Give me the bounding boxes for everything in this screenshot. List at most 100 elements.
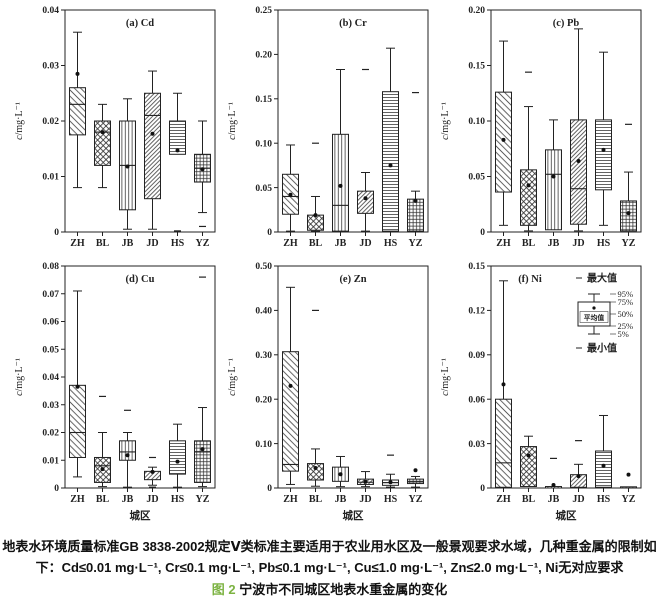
subplot-title: (d) Cu xyxy=(126,274,155,285)
y-tick-label: 0.07 xyxy=(42,290,59,300)
svg-text:95%: 95% xyxy=(618,289,634,299)
box-JD xyxy=(357,68,374,232)
y-tick-label: 0.10 xyxy=(255,139,272,149)
y-tick-label: 0.10 xyxy=(255,440,272,450)
mean-marker xyxy=(150,131,155,136)
box-BL xyxy=(520,435,537,488)
subplot-a-cd: 0 0.01 0.02 0.03 0.04 c/mg·L⁻¹ (a) Cd ZH BL JB JD H… xyxy=(8,0,221,256)
subplot-f-ni: 0 0.03 0.06 0.09 0.12 0.15 c/mg·L⁻¹ (f) Ni ZH BL J… xyxy=(434,256,647,532)
x-category-label: JB xyxy=(335,494,347,505)
boxplot-cr: 0 0.05 0.10 0.15 0.20 0.25 c/mg·L⁻¹ (b) Cr ZH BL J… xyxy=(227,6,429,249)
x-axis-label: 城区 xyxy=(556,509,577,522)
mean-marker xyxy=(313,466,318,471)
box-JB xyxy=(332,455,349,488)
y-tick-label: 0.03 xyxy=(42,62,59,72)
x-category-label: HS xyxy=(171,238,185,249)
plot-frame xyxy=(277,265,429,489)
x-category-label: JD xyxy=(359,238,371,249)
subplot-title: (b) Cr xyxy=(339,18,367,29)
box-ZH xyxy=(69,290,86,478)
boxplot-pb: 0 0.05 0.10 0.15 0.20 c/mg·L⁻¹ (c) Pb ZH BL JB JD H… xyxy=(440,6,642,249)
mean-marker xyxy=(388,480,393,485)
box-ZH xyxy=(69,31,86,189)
x-axis-label: 城区 xyxy=(343,509,364,522)
figure-number: 图 2 xyxy=(211,581,236,597)
figure-caption: 图 2 宁波市不同城区地表水重金属的变化 xyxy=(0,579,659,600)
mean-marker xyxy=(175,148,180,153)
y-tick-label: 0.06 xyxy=(468,395,485,405)
y-tick-label: 0 xyxy=(480,484,485,494)
y-tick-label: 0 xyxy=(480,228,485,238)
y-tick-label: 0.50 xyxy=(255,262,272,272)
x-axis-label: 城区 xyxy=(130,509,151,522)
mean-marker xyxy=(363,479,368,484)
y-tick-label: 0.04 xyxy=(42,6,59,16)
box-YZ xyxy=(194,120,211,228)
y-tick-label: 0.20 xyxy=(255,395,272,405)
mean-marker xyxy=(576,474,581,479)
y-tick-label: 0.03 xyxy=(468,440,485,450)
y-axis-label: c/mg·L⁻¹ xyxy=(227,358,238,396)
mean-marker xyxy=(551,483,556,488)
box-YZ xyxy=(620,472,637,489)
figure-2: 0 0.01 0.02 0.03 0.04 c/mg·L⁻¹ (a) Cd ZH BL JB JD H… xyxy=(8,0,647,532)
y-axis-label: c/mg·L⁻¹ xyxy=(14,358,25,396)
boxplot-cu: 0 0.01 0.02 0.03 0.04 0.05 0.06 0.07 0.08 c/mg·L⁻… xyxy=(14,262,216,522)
subplot-b-cr: 0 0.05 0.10 0.15 0.20 0.25 c/mg·L⁻¹ (b) Cr ZH BL J… xyxy=(221,0,434,256)
box-HS xyxy=(169,423,186,488)
mean-marker xyxy=(125,453,130,458)
mean-marker xyxy=(100,130,105,135)
box-BL xyxy=(307,309,324,487)
subplot-d-cu: 0 0.01 0.02 0.03 0.04 0.05 0.06 0.07 0.08 c/mg·L⁻… xyxy=(8,256,221,532)
box-JB xyxy=(545,457,562,489)
plot-frame xyxy=(490,9,642,233)
y-tick-label: 0.02 xyxy=(42,429,59,439)
x-category-label: HS xyxy=(171,494,185,505)
mean-marker xyxy=(601,147,606,152)
x-category-label: YZ xyxy=(622,238,636,249)
subplot-title: (f) Ni xyxy=(518,274,542,285)
y-tick-label: 0.05 xyxy=(42,345,59,355)
x-category-label: BL xyxy=(522,238,536,249)
y-tick-label: 0.01 xyxy=(42,173,59,183)
y-tick-label: 0.04 xyxy=(42,373,59,383)
mean-marker xyxy=(576,158,581,163)
mean-marker xyxy=(125,164,130,169)
x-category-label: JB xyxy=(122,494,134,505)
x-category-label: ZH xyxy=(496,494,511,505)
x-category-label: ZH xyxy=(283,238,298,249)
svg-text:最大值: 最大值 xyxy=(587,272,617,285)
subplot-title: (a) Cd xyxy=(126,18,154,29)
subplot-title: (e) Zn xyxy=(339,274,366,285)
x-category-label: JD xyxy=(146,238,158,249)
mean-marker xyxy=(526,183,531,188)
mean-marker xyxy=(551,174,556,179)
subplot-title: (c) Pb xyxy=(553,18,580,29)
x-category-label: HS xyxy=(384,494,398,505)
box-JB xyxy=(119,98,136,230)
x-category-label: YZ xyxy=(622,494,636,505)
x-category-label: BL xyxy=(522,494,536,505)
y-tick-label: 0.10 xyxy=(468,117,485,127)
boxplot-ni: 0 0.03 0.06 0.09 0.12 0.15 c/mg·L⁻¹ (f) Ni ZH BL J… xyxy=(440,262,642,522)
box-HS xyxy=(382,47,399,232)
box-JB xyxy=(332,68,349,232)
box-BL xyxy=(94,395,111,488)
box-HS xyxy=(169,92,186,232)
x-category-label: JD xyxy=(572,238,584,249)
x-category-label: BL xyxy=(309,238,323,249)
mean-marker xyxy=(200,167,205,172)
mean-marker xyxy=(501,382,506,387)
x-category-label: JD xyxy=(572,494,584,505)
y-tick-label: 0.05 xyxy=(468,173,485,183)
y-tick-label: 0.20 xyxy=(255,51,272,61)
subplot-c-pb: 0 0.05 0.10 0.15 0.20 c/mg·L⁻¹ (c) Pb ZH BL JB JD H… xyxy=(434,0,647,256)
mean-marker xyxy=(338,183,343,188)
y-tick-label: 0.20 xyxy=(468,6,485,16)
plot-frame xyxy=(64,265,216,489)
y-tick-label: 0.02 xyxy=(42,117,59,127)
x-category-label: BL xyxy=(309,494,323,505)
plot-frame xyxy=(64,9,216,233)
box-JD xyxy=(570,440,587,488)
